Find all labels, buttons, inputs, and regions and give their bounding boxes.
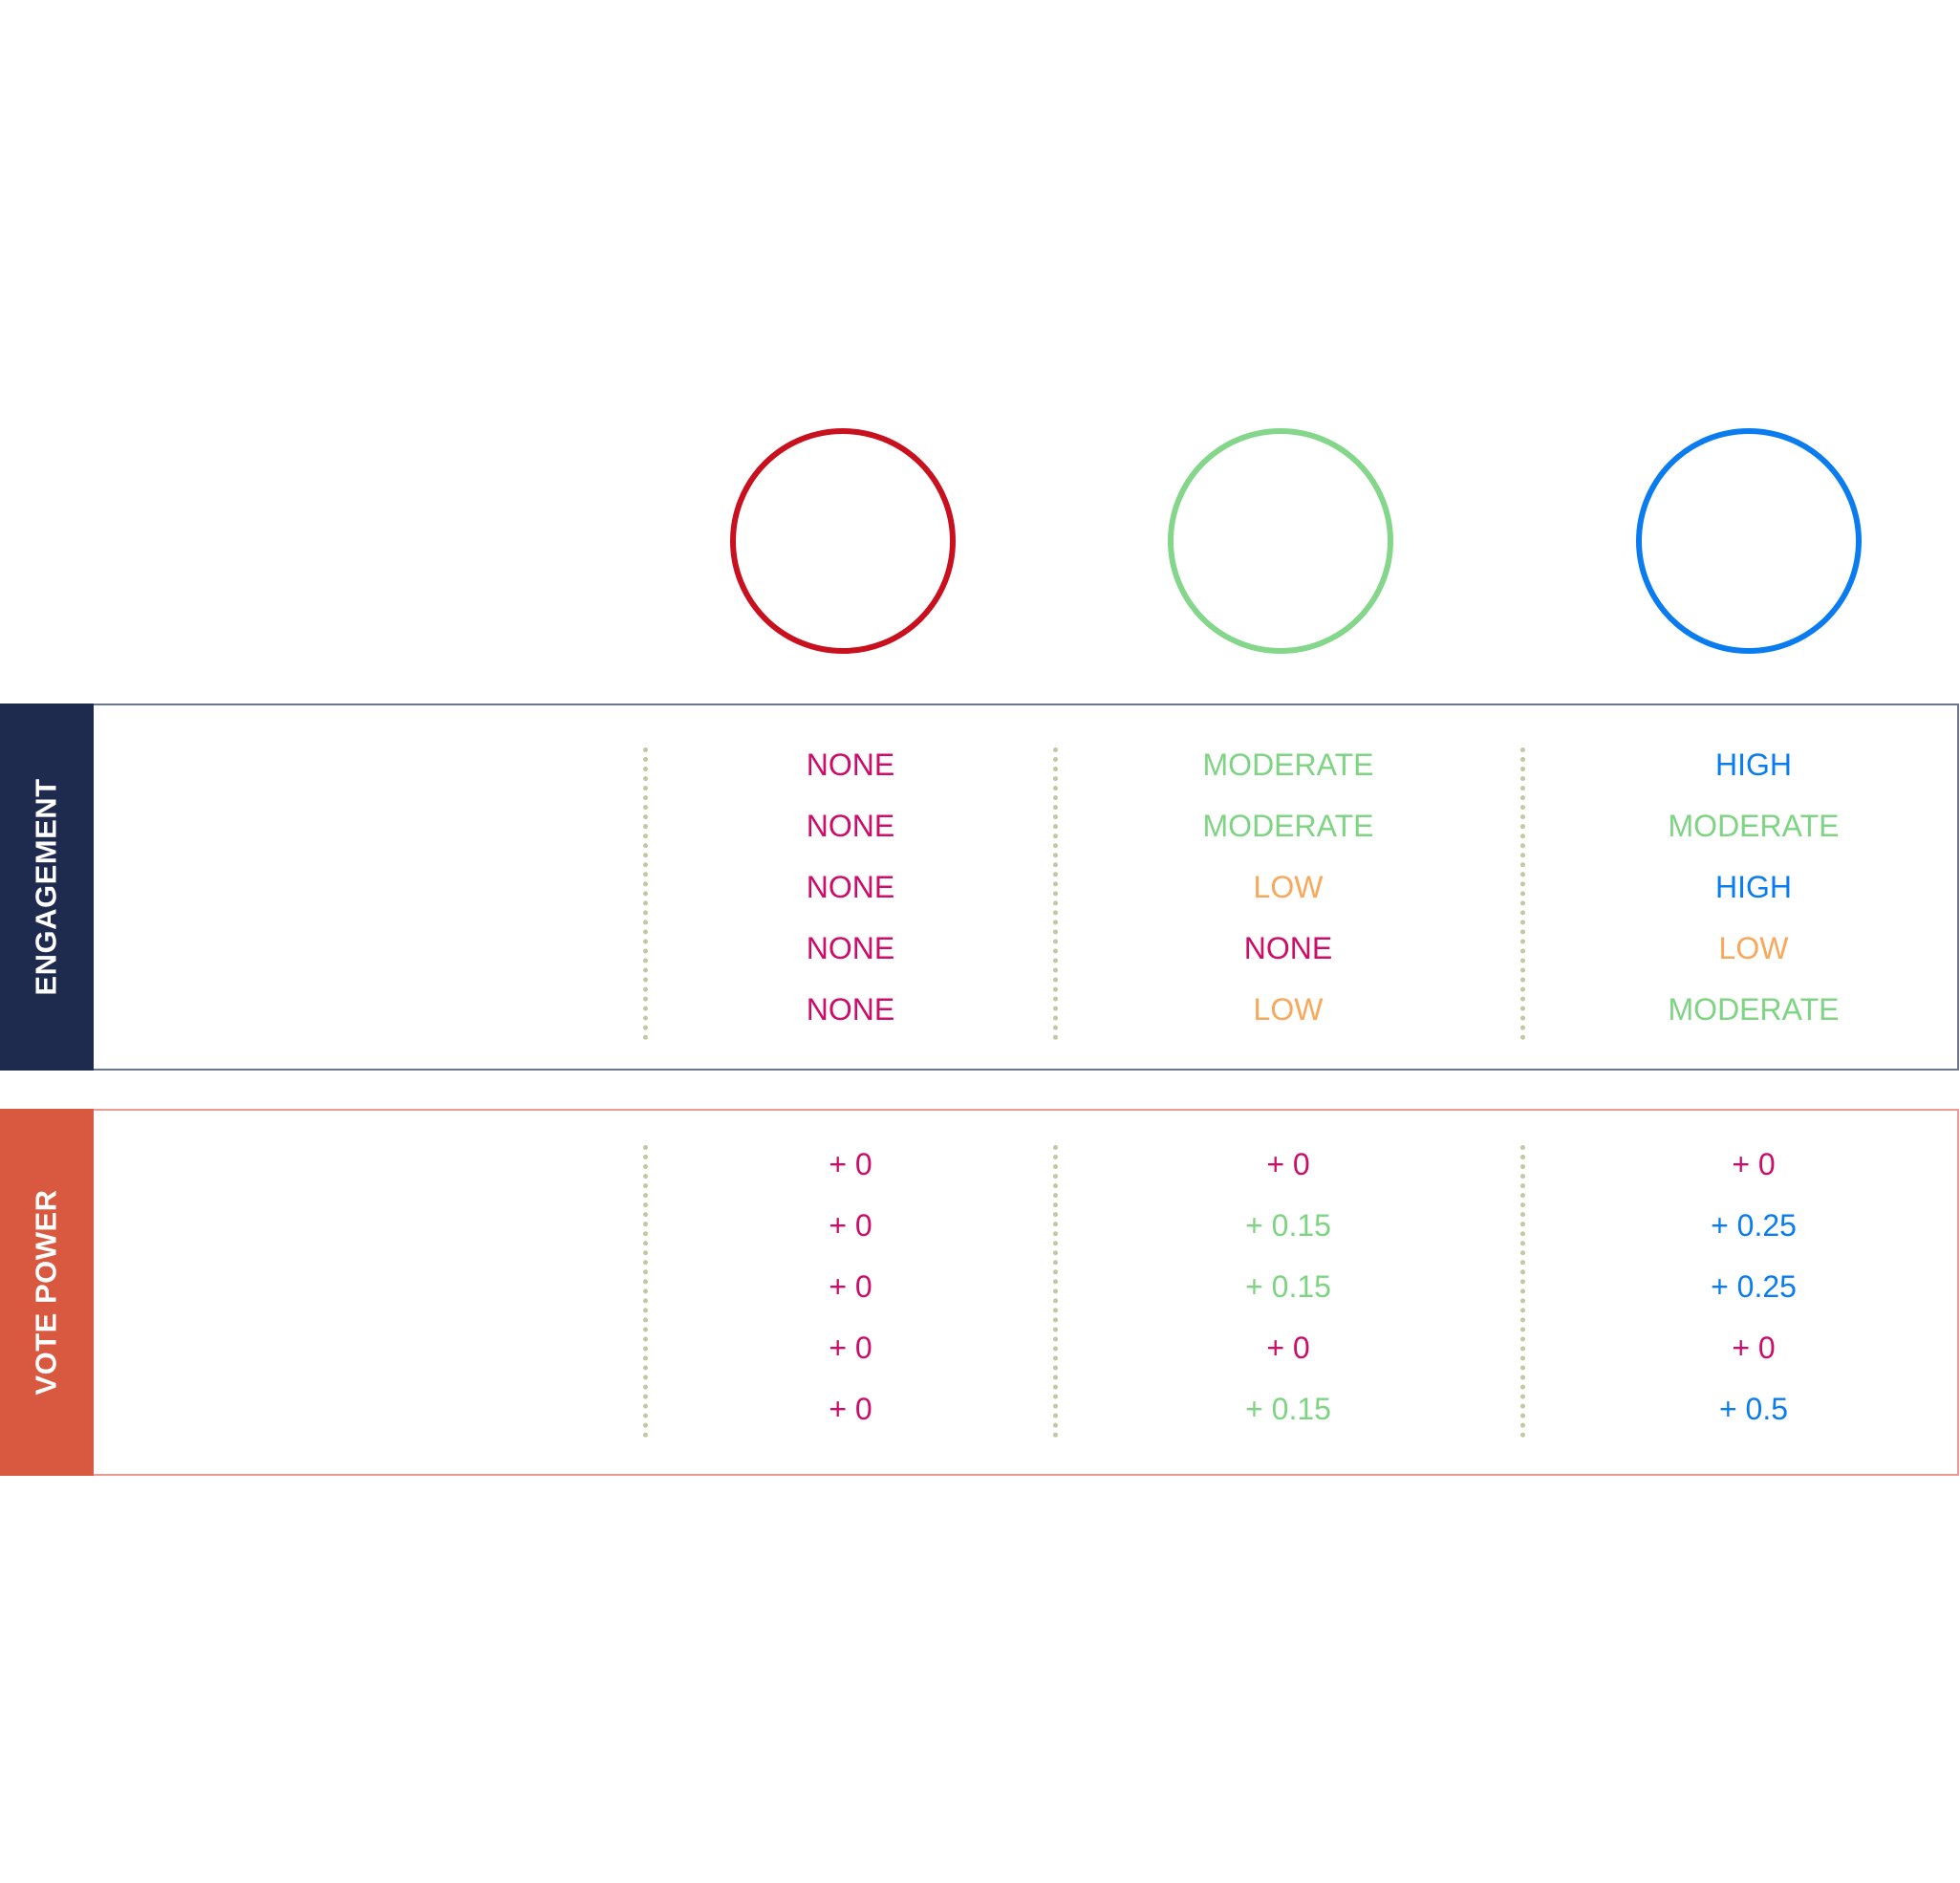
vote-power-cell: + 0 — [1266, 1331, 1310, 1365]
engagement-cell: MODERATE — [1202, 809, 1374, 843]
engagement-band: ENGAGEMENT — [0, 703, 94, 1071]
vote-divider-2 — [1053, 1145, 1058, 1438]
engagement-cell: NONE — [806, 809, 895, 843]
engagement-cell: NONE — [806, 870, 895, 904]
vote-power-cell: + 0.15 — [1245, 1208, 1331, 1243]
vote-power-cell: + 0 — [829, 1392, 872, 1426]
vote-power-band: VOTE POWER — [0, 1109, 94, 1476]
vote-power-cell: + 0.25 — [1711, 1269, 1797, 1304]
vote-divider-1 — [643, 1145, 648, 1438]
engagement-cell: NONE — [806, 992, 895, 1027]
engagement-cell: MODERATE — [1668, 992, 1840, 1027]
red-circle — [730, 428, 956, 654]
vote-power-cell: + 0 — [829, 1331, 872, 1365]
vote-power-cell: + 0 — [829, 1147, 872, 1181]
vote-power-cell: + 0 — [1732, 1331, 1776, 1365]
engagement-label: ENGAGEMENT — [30, 778, 63, 996]
engagement-divider-2 — [1053, 747, 1058, 1040]
engagement-panel: ENGAGEMENT NONE NONE NONE NONE NONE MODERATE M… — [0, 703, 1959, 1071]
engagement-cell: HIGH — [1715, 747, 1792, 782]
engagement-cell: LOW — [1253, 870, 1324, 904]
vote-power-cell: + 0 — [829, 1208, 872, 1243]
vote-power-cell: + 0.25 — [1711, 1208, 1797, 1243]
engagement-cell: NONE — [806, 747, 895, 782]
vote-power-cell: + 0 — [1266, 1147, 1310, 1181]
engagement-cell: LOW — [1253, 992, 1324, 1027]
vote-power-cell: + 0.5 — [1718, 1392, 1789, 1426]
engagement-divider-1 — [643, 747, 648, 1040]
vote-divider-3 — [1520, 1145, 1525, 1438]
vote-power-cell: + 0.15 — [1245, 1269, 1331, 1304]
vote-power-cell: + 0 — [829, 1269, 872, 1304]
vote-power-cell: + 0 — [1732, 1147, 1776, 1181]
engagement-cell: HIGH — [1715, 870, 1792, 904]
engagement-divider-3 — [1520, 747, 1525, 1040]
green-circle — [1168, 428, 1393, 654]
blue-circle — [1636, 428, 1862, 654]
vote-power-panel: VOTE POWER + 0 + 0 + 0 + 0 + 0 + 0 + 0.15 + 0.1… — [0, 1109, 1959, 1476]
engagement-cell: NONE — [806, 931, 895, 965]
engagement-cell: NONE — [1243, 931, 1333, 965]
vote-power-label: VOTE POWER — [30, 1189, 64, 1396]
vote-power-cell: + 0.15 — [1245, 1392, 1331, 1426]
engagement-cell: MODERATE — [1668, 809, 1840, 843]
engagement-cell: LOW — [1718, 931, 1789, 965]
engagement-cell: MODERATE — [1202, 747, 1374, 782]
